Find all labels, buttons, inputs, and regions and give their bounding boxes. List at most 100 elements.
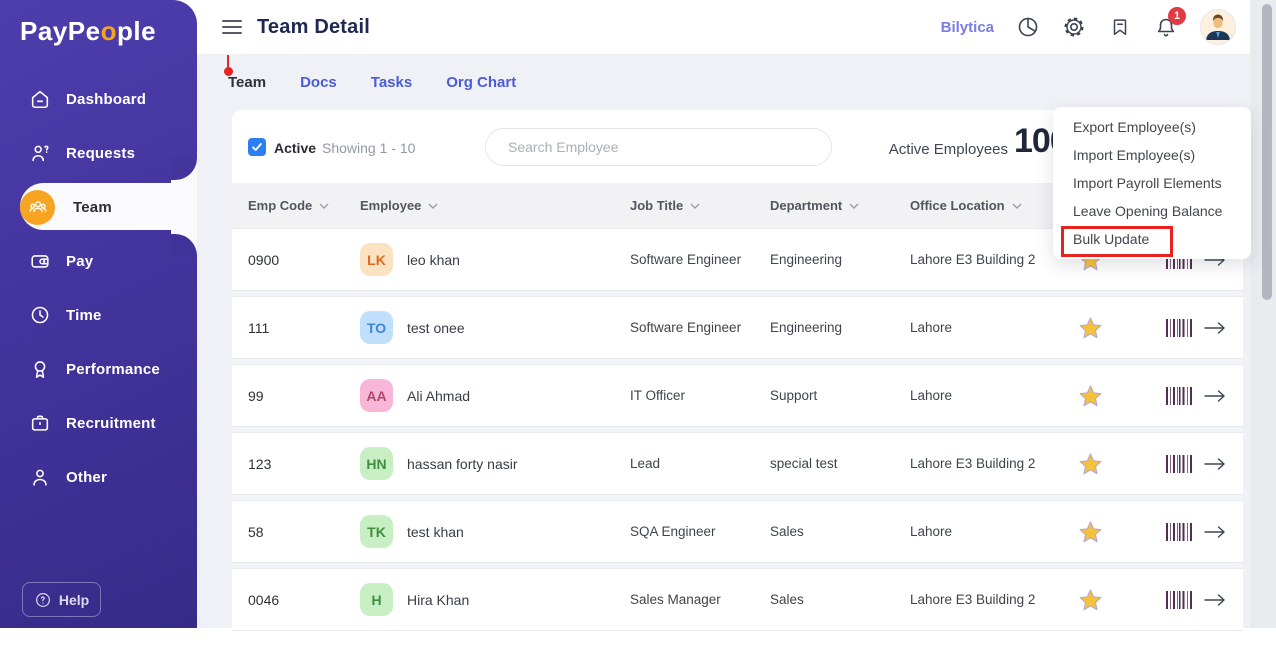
chevron-down-icon <box>849 203 859 209</box>
tab-bar: Team Docs Tasks Org Chart <box>228 55 516 110</box>
emp-code-cell: 58 <box>248 523 264 540</box>
award-icon <box>28 357 52 381</box>
barcode-icon[interactable] <box>1120 590 1195 609</box>
barcode-icon[interactable] <box>1120 522 1195 541</box>
briefcase-icon <box>28 411 52 435</box>
active-checkbox[interactable] <box>248 138 266 156</box>
menu-item-import-employees[interactable]: Import Employee(s) <box>1073 147 1196 163</box>
hamburger-menu-icon[interactable] <box>222 20 242 34</box>
tab-docs[interactable]: Docs <box>300 74 337 91</box>
gear-icon[interactable] <box>1062 15 1086 39</box>
sidebar-item-time[interactable]: Time <box>0 288 197 342</box>
sidebar-item-other[interactable]: Other <box>0 450 197 504</box>
page-title: Team Detail <box>257 15 370 38</box>
favorite-star-icon[interactable] <box>1060 520 1120 544</box>
table-row[interactable]: 0046 H Hira Khan Sales Manager Sales Lah… <box>232 568 1243 631</box>
sidebar-item-recruitment[interactable]: Recruitment <box>0 396 197 450</box>
clock-icon <box>28 303 52 327</box>
tab-tasks[interactable]: Tasks <box>370 74 413 91</box>
open-detail-arrow[interactable] <box>1195 457 1243 470</box>
chevron-down-icon <box>319 203 329 209</box>
department-cell: Sales <box>770 592 804 607</box>
favorite-star-icon[interactable] <box>1060 384 1120 408</box>
bookmark-icon[interactable] <box>1108 15 1132 39</box>
barcode-icon[interactable] <box>1120 454 1195 473</box>
app-logo: PayPeople <box>20 16 157 46</box>
company-name[interactable]: Bilytica <box>940 18 994 36</box>
bell-icon[interactable]: 1 <box>1154 7 1186 39</box>
job-title-cell: SQA Engineer <box>630 524 716 539</box>
sidebar-item-performance[interactable]: Performance <box>0 342 197 396</box>
job-title-cell: Sales Manager <box>630 592 721 607</box>
tab-org-chart[interactable]: Org Chart <box>446 74 517 91</box>
sidebar-item-dashboard[interactable]: Dashboard <box>0 72 197 126</box>
column-header-job-title[interactable]: Job Title <box>630 198 770 213</box>
sidebar-item-team[interactable]: Team <box>0 158 197 256</box>
barcode-icon[interactable] <box>1120 250 1195 269</box>
employee-cell: TO test onee <box>360 311 630 344</box>
employee-name: Hira Khan <box>407 591 470 608</box>
table-row[interactable]: 58 TK test khan SQA Engineer Sales Lahor… <box>232 500 1243 563</box>
job-title-cell: Software Engineer <box>630 320 742 335</box>
click-marker-line <box>227 55 229 68</box>
employee-name: leo khan <box>407 251 460 268</box>
menu-item-bulk-update[interactable]: Bulk Update <box>1073 231 1150 247</box>
favorite-star-icon[interactable] <box>1060 316 1120 340</box>
table-row[interactable]: 99 AA Ali Ahmad IT Officer Support Lahor… <box>232 364 1243 427</box>
sidebar: PayPeople Dashboard Requests Team Pay Ti… <box>0 0 197 628</box>
barcode-icon[interactable] <box>1120 386 1195 405</box>
table-row[interactable]: 111 TO test onee Software Engineer Engin… <box>232 296 1243 359</box>
search-input[interactable] <box>485 128 832 166</box>
sidebar-item-pay[interactable]: Pay <box>0 234 197 288</box>
department-cell: Sales <box>770 524 804 539</box>
avatar: HN <box>360 447 393 480</box>
active-filter-label: Active <box>274 140 317 156</box>
topbar-actions: Bilytica 1 <box>940 7 1276 45</box>
column-header-emp-code[interactable]: Emp Code <box>248 198 360 213</box>
help-button[interactable]: Help <box>22 582 101 617</box>
click-marker-dot <box>224 67 233 76</box>
main-content: Team Docs Tasks Org Chart Create a New A… <box>197 55 1276 648</box>
column-header-employee[interactable]: Employee <box>360 198 630 213</box>
avatar: LK <box>360 243 393 276</box>
sidebar-item-requests[interactable]: Requests <box>0 126 197 180</box>
column-header-office-location[interactable]: Office Location <box>910 198 1060 213</box>
job-title-cell: IT Officer <box>630 388 686 403</box>
scrollbar-thumb[interactable] <box>1262 4 1272 300</box>
favorite-star-icon[interactable] <box>1060 452 1120 476</box>
office-location-cell: Lahore E3 Building 2 <box>910 456 1036 471</box>
job-title-cell: Lead <box>630 456 661 471</box>
open-detail-arrow[interactable] <box>1195 321 1243 334</box>
office-location-cell: Lahore <box>910 388 953 403</box>
avatar: AA <box>360 379 393 412</box>
open-detail-arrow[interactable] <box>1195 525 1243 538</box>
wallet-icon <box>28 249 52 273</box>
open-detail-arrow[interactable] <box>1195 389 1243 402</box>
column-header-department[interactable]: Department <box>770 198 910 213</box>
tab-team[interactable]: Team <box>228 74 267 91</box>
barcode-icon[interactable] <box>1120 318 1195 337</box>
menu-item-export-employees[interactable]: Export Employee(s) <box>1073 119 1196 135</box>
favorite-star-icon[interactable] <box>1060 588 1120 612</box>
create-new-dropdown-menu: Export Employee(s) Import Employee(s) Im… <box>1053 107 1251 259</box>
person-question-icon <box>28 141 52 165</box>
avatar: TO <box>360 311 393 344</box>
open-detail-arrow[interactable] <box>1195 593 1243 606</box>
chevron-down-icon <box>1012 203 1022 209</box>
employee-name: test khan <box>407 523 464 540</box>
logo-o-mark: o <box>100 16 117 46</box>
chevron-down-icon <box>690 203 700 209</box>
department-cell: special test <box>770 456 838 471</box>
team-icon <box>20 189 55 225</box>
office-location-cell: Lahore <box>910 320 953 335</box>
pie-chart-icon[interactable] <box>1016 15 1040 39</box>
emp-code-cell: 99 <box>248 387 264 404</box>
user-avatar[interactable] <box>1200 9 1236 45</box>
menu-item-import-payroll-elements[interactable]: Import Payroll Elements <box>1073 175 1222 191</box>
menu-item-leave-opening-balance[interactable]: Leave Opening Balance <box>1073 203 1223 219</box>
table-row[interactable]: 123 HN hassan forty nasir Lead special t… <box>232 432 1243 495</box>
office-location-cell: Lahore <box>910 524 953 539</box>
emp-code-cell: 111 <box>248 319 270 336</box>
table-body: 0900 LK leo khan Software Engineer Engin… <box>232 228 1243 631</box>
question-circle-icon <box>35 592 50 607</box>
